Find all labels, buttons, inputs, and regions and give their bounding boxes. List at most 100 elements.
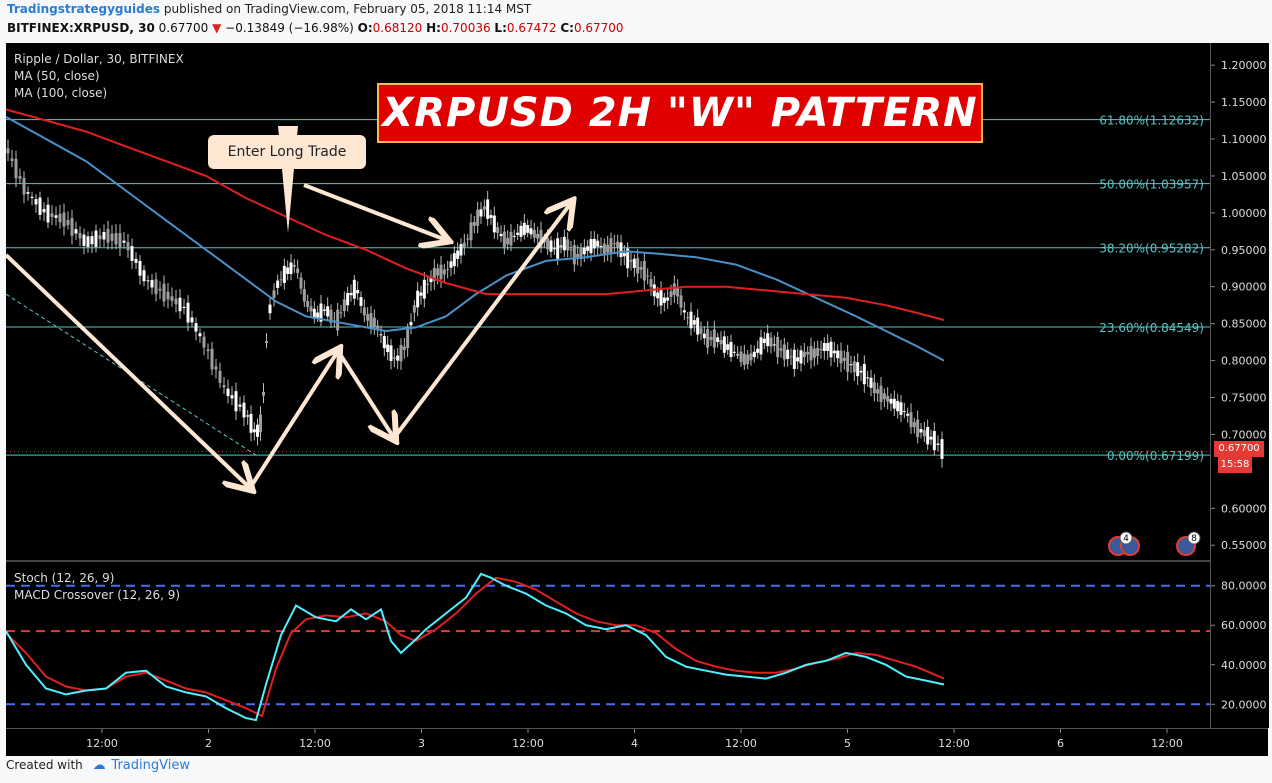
stoch-legend[interactable]: Stoch (12, 26, 9) — [14, 571, 115, 585]
candle-body — [316, 312, 320, 318]
candle-body — [479, 209, 483, 217]
candle-body — [726, 344, 730, 350]
candle-body — [456, 250, 460, 259]
y-tick-label: 0.95000 — [1221, 244, 1267, 257]
candle-body — [486, 199, 490, 219]
candle-body — [879, 385, 883, 402]
candle-body — [329, 309, 333, 323]
candle-body — [130, 246, 134, 261]
candle-body — [629, 260, 633, 262]
x-tick-label: 5 — [844, 737, 851, 750]
candle-body — [66, 219, 70, 226]
candle-body — [926, 426, 930, 445]
candle-body — [352, 279, 356, 299]
ohlc-c-label: C: — [560, 21, 574, 35]
candle-body — [346, 292, 350, 306]
candle-body — [462, 242, 466, 248]
candle-body — [402, 346, 406, 350]
ohlc-open: 0.68120 — [372, 21, 423, 35]
candle-body — [872, 382, 876, 394]
candle-body — [114, 233, 118, 245]
candle-body — [522, 222, 526, 235]
candle-body — [282, 265, 286, 283]
candle-body — [382, 336, 386, 349]
x-tick-label: 12:00 — [938, 737, 970, 750]
tradingview-link[interactable]: TradingView — [111, 758, 190, 773]
candle-body — [589, 239, 593, 254]
candle-body — [54, 215, 58, 218]
candle-body — [592, 238, 596, 249]
chart-frame[interactable]: 61.80%(1.12632) 50.00%(1.03957) 38.20%(0.9… — [6, 43, 1269, 756]
candle-body — [166, 291, 170, 300]
candle-body — [178, 297, 182, 312]
publish-text: published on TradingView.com, February 0… — [163, 2, 532, 16]
candle-body — [26, 192, 30, 194]
ohlc-high: 0.70036 — [440, 21, 491, 35]
candle-body — [556, 238, 560, 259]
candle-body — [609, 238, 613, 254]
candle-body — [309, 306, 313, 312]
ma50-legend[interactable]: MA (50, close) — [14, 69, 100, 83]
candle-body — [822, 343, 826, 352]
candle-body — [876, 389, 880, 394]
candle-body — [14, 158, 18, 179]
candle-body — [729, 341, 733, 358]
candle-body — [722, 336, 726, 353]
candle-body — [702, 333, 706, 339]
pane-divider[interactable] — [6, 560, 1268, 562]
candle-body — [322, 309, 326, 311]
candle-body — [268, 304, 272, 314]
candle-body — [142, 270, 146, 282]
w-pattern-arrow — [248, 351, 338, 490]
candle-body — [279, 279, 283, 281]
candle-body — [162, 283, 166, 302]
candle-body — [449, 261, 453, 268]
candle-body — [426, 283, 430, 285]
candle-body — [222, 385, 226, 387]
candle-body — [566, 239, 570, 251]
candle-body — [669, 291, 673, 297]
x-tick-label: 12:00 — [725, 737, 757, 750]
candle-body — [782, 344, 786, 360]
candle-body — [242, 402, 246, 418]
candle-body — [912, 422, 916, 428]
candle-body — [134, 258, 138, 263]
w-pattern-arrow — [303, 183, 446, 240]
candle-body — [776, 336, 780, 358]
author-link[interactable]: Tradingstrategyguides — [7, 2, 161, 16]
candle-body — [699, 328, 703, 334]
candle-body — [826, 343, 830, 351]
macd-legend[interactable]: MACD Crossover (12, 26, 9) — [14, 588, 181, 602]
candle-body — [889, 398, 893, 404]
candle-body — [459, 244, 463, 256]
candle-body — [706, 329, 710, 348]
candle-body — [198, 333, 202, 337]
candle-body — [170, 296, 174, 301]
candle-body — [194, 323, 198, 332]
candle-body — [759, 337, 763, 355]
candle-body — [719, 340, 723, 345]
price-change: −0.13849 (−16.98%) — [225, 21, 354, 35]
candle-body — [749, 353, 753, 361]
candle-body — [218, 370, 222, 383]
candle-body — [862, 364, 866, 385]
price-axis[interactable]: 1.20000 1.15000 1.10000 1.05000 1.00000 0.950… — [1210, 43, 1269, 728]
ma100-legend[interactable]: MA (100, close) — [14, 86, 108, 100]
last-price-tag: 0.67700 — [1214, 441, 1264, 457]
symbol-line: BITFINEX:XRPUSD, 30 0.67700 ▼ −0.13849 (… — [7, 21, 624, 35]
candle-body — [679, 295, 683, 308]
candle-body — [30, 196, 34, 198]
candle-body — [839, 350, 843, 364]
candle-body — [372, 317, 376, 328]
candle-body — [882, 393, 886, 400]
candle-body — [696, 317, 700, 335]
y-tick-label: 0.55000 — [1221, 539, 1267, 552]
candle-body — [642, 260, 646, 281]
time-axis[interactable]: 12:00 2 12:00 3 12:00 4 12:00 5 12:00 6 12:00 — [6, 728, 1268, 756]
candle-body — [666, 297, 670, 301]
price-pane[interactable]: 61.80%(1.12632) 50.00%(1.03957) 38.20%(0.9… — [6, 43, 1210, 560]
candle-body — [842, 357, 846, 361]
candle-body — [419, 292, 423, 296]
candle-body — [599, 246, 603, 248]
oscillator-pane[interactable]: Stoch (12, 26, 9) MACD Crossover (12, 26… — [6, 562, 1210, 728]
